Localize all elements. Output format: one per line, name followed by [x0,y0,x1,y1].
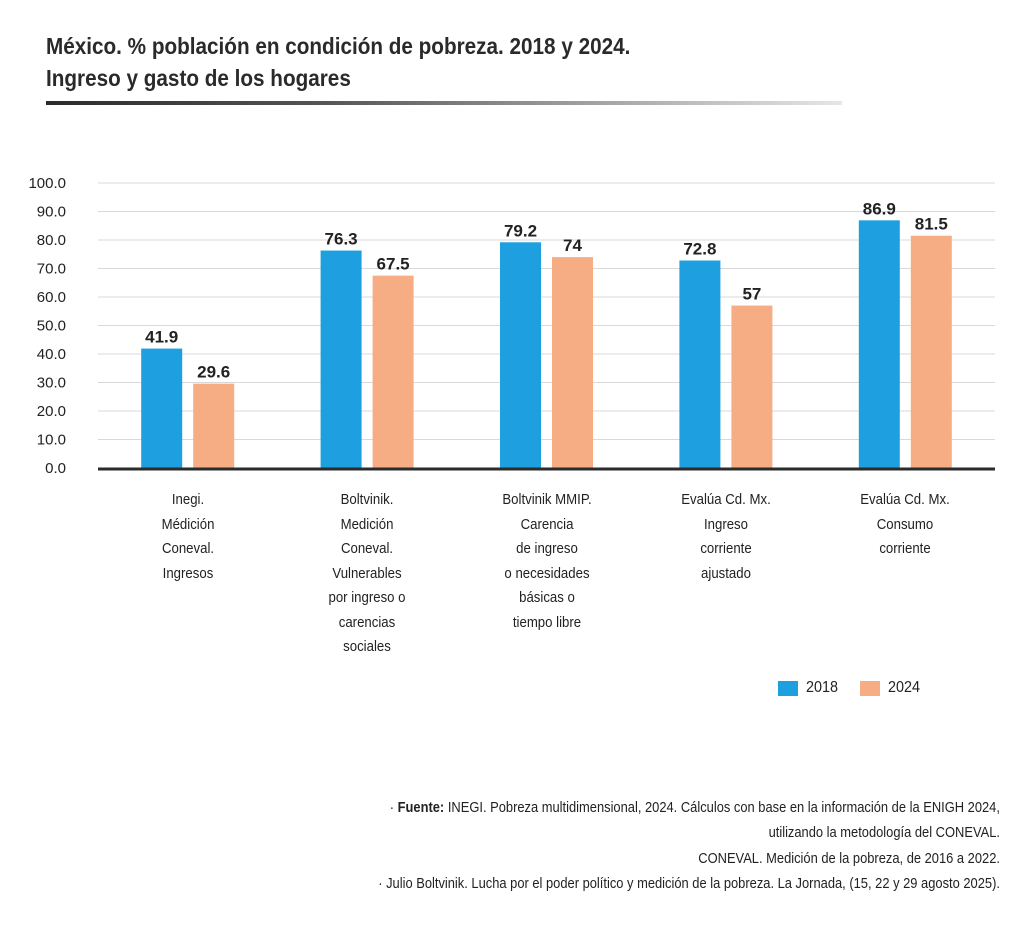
data-label-2024: 57 [742,285,761,304]
legend-swatch-2018 [778,680,798,696]
y-tick-label: 90.0 [37,204,66,221]
y-tick-label: 70.0 [37,261,66,278]
y-tick-label: 100.0 [28,175,66,192]
bar-2018 [858,220,900,468]
source-text-4: Julio Boltvinik. Lucha por el poder polí… [386,874,1000,892]
y-tick-label: 40.0 [37,346,66,363]
chart-title: México. % población en condición de pobr… [46,30,630,94]
source-note: · Fuente: INEGI. Pobreza multidimensiona… [378,795,1000,896]
source-text-1: INEGI. Pobreza multidimensional, 2024. C… [447,799,1000,816]
bar-2024 [193,383,235,468]
bar-2024 [552,257,593,468]
bar-2024 [372,275,414,468]
data-label-2024: 29.6 [197,363,230,382]
bar-2018 [320,250,362,468]
source-line-3: CONEVAL. Medición de la pobreza, de 2016… [698,849,1000,867]
x-category-label: Evalúa Cd. Mx. Consumo corriente [860,491,951,557]
x-category-label: Boltvinik. Medición Coneval. Vulnerables… [328,491,406,655]
legend-swatch-2024 [860,680,880,696]
data-label-2018: 86.9 [863,199,896,218]
legend-item-2024: 2024 [860,676,924,700]
bar-2024 [910,235,952,468]
bar-2024 [731,305,773,468]
source-line-4: · Julio Boltvinik. Lucha por el poder po… [378,874,1000,892]
legend-label-2018: 2018 [806,679,839,696]
bar-2018 [679,260,721,468]
chart-title-line1: México. % población en condición de pobr… [46,33,631,59]
y-tick-label: 50.0 [37,318,66,335]
data-label-2018: 76.3 [325,230,358,249]
x-category-label: Inegi. Médición Coneval. Ingresos [161,491,215,582]
y-tick-label: 10.0 [37,432,66,449]
data-label-2018: 41.9 [145,328,178,347]
data-label-2024: 67.5 [377,255,410,274]
data-label-2024: 81.5 [915,215,948,234]
y-tick-label: 80.0 [37,232,66,249]
x-category-label: Boltvinik MMIP. Carencia de ingreso o ne… [501,491,592,631]
source-line-2: utilizando la metodología del CONEVAL. [768,824,1000,842]
title-underline [46,101,842,105]
data-label-2018: 79.2 [504,221,537,240]
chart-title-line2: Ingreso y gasto de los hogares [46,65,351,91]
y-tick-label: 30.0 [37,375,66,392]
source-label: Fuente: [397,799,445,816]
source-line-1: · Fuente: INEGI. Pobreza multidimensiona… [389,799,1000,816]
y-tick-label: 20.0 [37,403,66,420]
legend-label-2024: 2024 [888,679,921,696]
bar-2018 [500,242,541,468]
bar-chart: 0.0 10.0 20.0 30.0 40.0 50.0 60.0 70.0 80.0 90.0 1… [28,175,995,477]
bar-2018 [141,348,183,468]
y-tick-label: 0.0 [45,460,66,477]
data-label-2024: 74 [563,236,582,255]
legend: 2018 [778,676,842,700]
data-label-2018: 72.8 [683,240,716,259]
y-tick-label: 60.0 [37,289,66,306]
x-category-label: Evalúa Cd. Mx. Ingreso corriente ajustad… [681,491,771,582]
